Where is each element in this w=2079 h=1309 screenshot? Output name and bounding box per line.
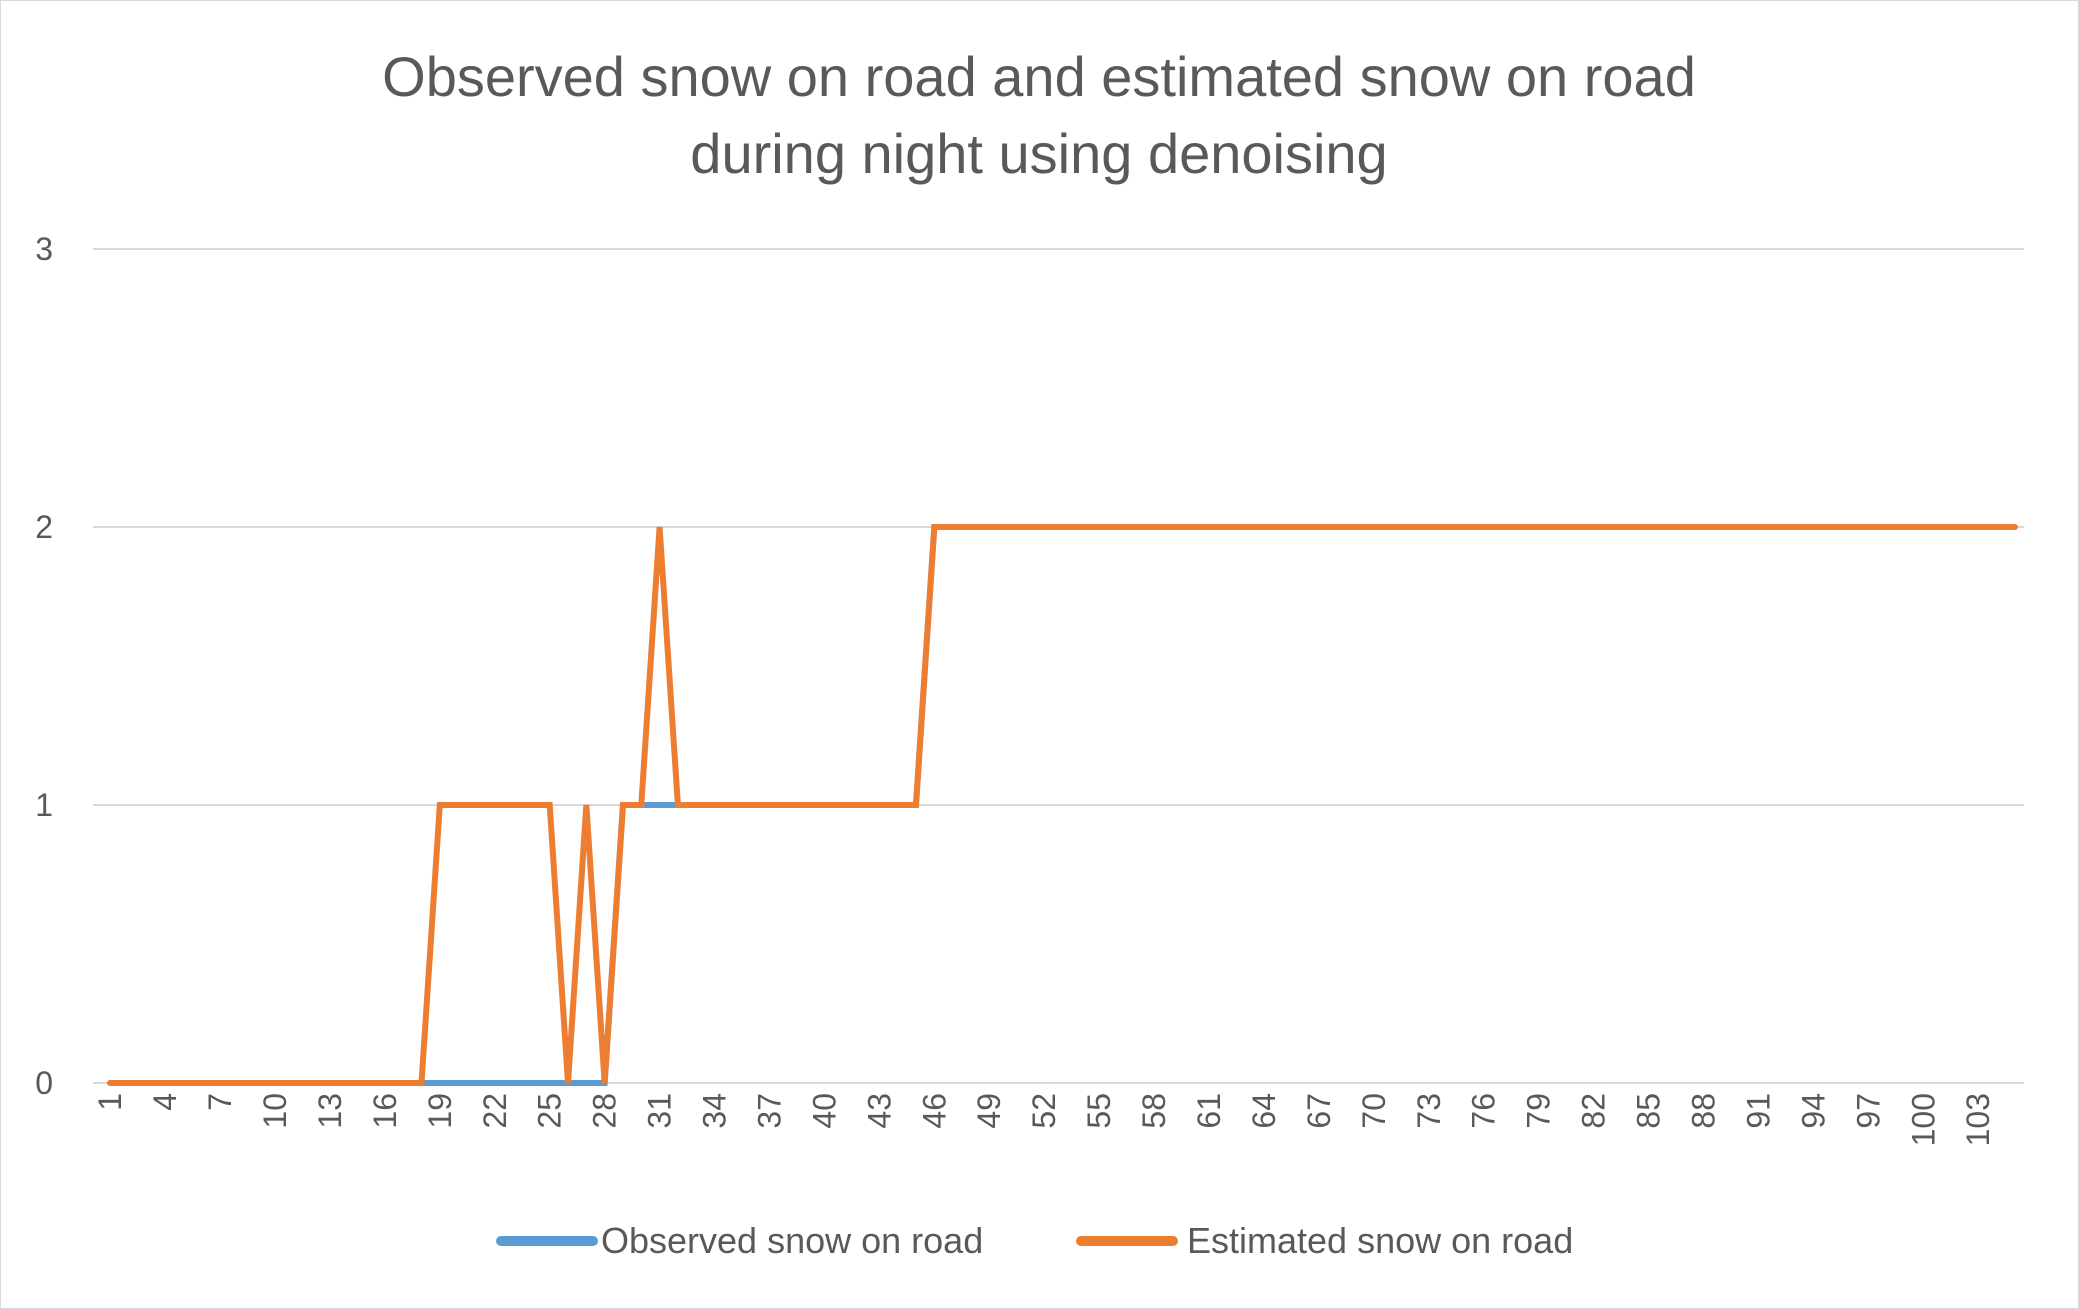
series-line-estimated [107,524,2018,1086]
x-tick-label: 82 [1576,1093,1612,1129]
x-tick-label: 10 [257,1093,293,1129]
x-tick-label: 61 [1191,1093,1227,1129]
y-tick-label: 3 [35,231,53,267]
x-tick-label: 55 [1081,1093,1117,1129]
x-tick-label: 40 [806,1093,842,1129]
x-tick-label: 85 [1631,1093,1667,1129]
x-tick-label: 88 [1686,1093,1722,1129]
x-tick-label: 91 [1740,1093,1776,1129]
x-tick-label: 103 [1960,1093,1996,1146]
chart-title-line-2: during night using denoising [690,122,1387,185]
x-tick-label: 34 [697,1093,733,1129]
x-tick-label: 16 [367,1093,403,1129]
x-tick-label: 13 [312,1093,348,1129]
y-tick-label: 1 [35,787,53,823]
x-tick-label: 58 [1136,1093,1172,1129]
y-axis: 0 1 2 3 [35,231,53,1101]
x-tick-label: 7 [202,1093,238,1111]
x-axis: 1 4 7 10 13 16 19 22 25 28 31 34 37 40 43 46 49 52 55 58 61 6… [92,1093,1996,1146]
x-tick-label: 46 [916,1093,952,1129]
chart-title: Observed snow on road and estimated snow… [382,45,1696,185]
y-tick-label: 0 [35,1065,53,1101]
legend: Observed snow on road Estimated snow on … [496,1220,1573,1261]
gridlines [93,248,2024,1084]
x-tick-label: 70 [1356,1093,1392,1129]
x-tick-label: 94 [1795,1093,1831,1129]
x-tick-label: 73 [1411,1093,1447,1129]
x-tick-label: 49 [971,1093,1007,1129]
x-tick-label: 22 [477,1093,513,1129]
x-tick-label: 37 [751,1093,787,1129]
legend-label-observed: Observed snow on road [601,1220,983,1261]
x-tick-label: 67 [1301,1093,1337,1129]
x-tick-label: 31 [642,1093,678,1129]
x-tick-label: 100 [1905,1093,1941,1146]
x-tick-label: 28 [587,1093,623,1129]
x-tick-label: 97 [1850,1093,1886,1129]
x-tick-label: 52 [1026,1093,1062,1129]
x-tick-label: 25 [532,1093,568,1129]
x-tick-label: 4 [147,1093,183,1111]
x-tick-label: 64 [1246,1093,1282,1129]
x-tick-label: 76 [1466,1093,1502,1129]
x-tick-label: 19 [422,1093,458,1129]
x-tick-label: 1 [92,1093,128,1111]
legend-label-estimated: Estimated snow on road [1187,1220,1573,1261]
y-tick-label: 2 [35,509,53,545]
x-tick-label: 43 [861,1093,897,1129]
chart-title-line-1: Observed snow on road and estimated snow… [382,45,1696,108]
x-tick-label: 79 [1521,1093,1557,1129]
series-lines [107,524,2018,1086]
